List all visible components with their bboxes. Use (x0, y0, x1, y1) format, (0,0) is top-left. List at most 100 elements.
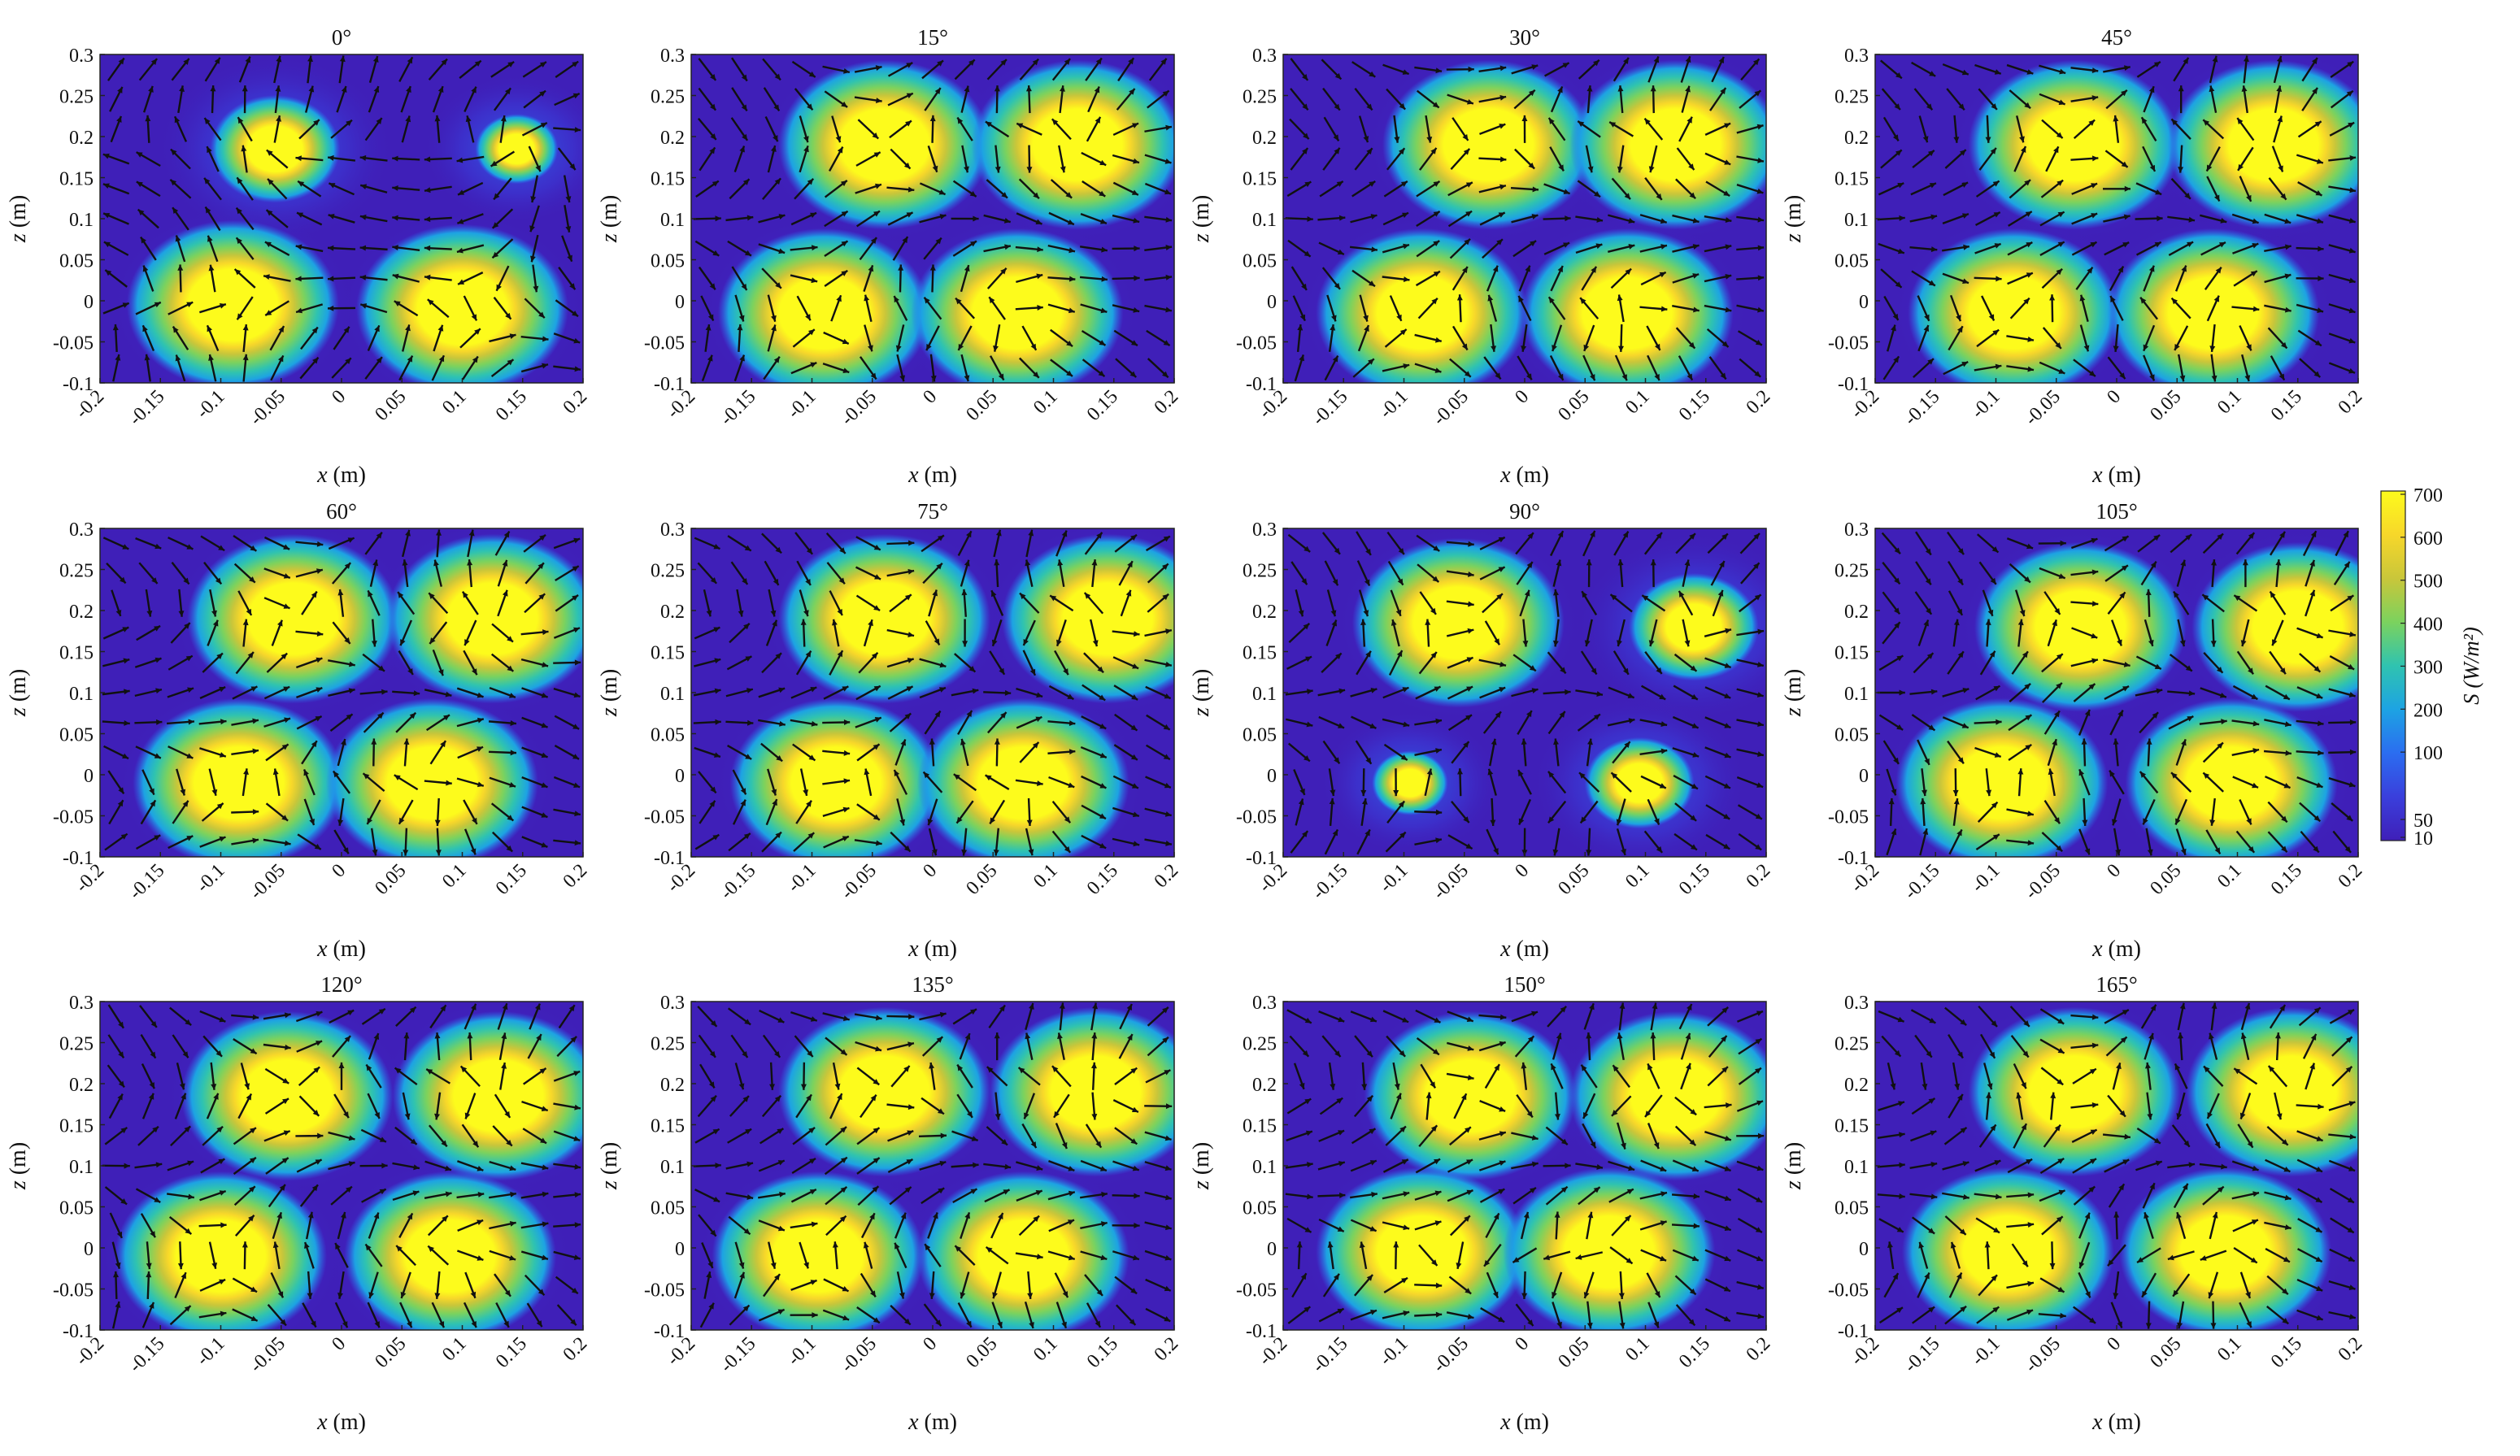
x-tick-label: -0.05 (1429, 1333, 1473, 1377)
y-tick-label: 0.2 (69, 602, 94, 623)
colorbar-tick-label: 300 (2413, 657, 2443, 678)
x-axis-label: x (m) (2091, 463, 2141, 488)
x-tick-label: 0.1 (1621, 386, 1654, 419)
y-tick-label: 0.15 (1243, 1116, 1277, 1137)
y-tick-label: 0.1 (1252, 1157, 1277, 1178)
panel-title: 0° (332, 25, 351, 50)
y-axis-label: z (m) (6, 669, 31, 717)
y-axis-label: z (m) (6, 195, 31, 243)
y-tick-label: 0.1 (660, 1157, 685, 1178)
x-tick-label: 0.1 (1029, 386, 1062, 419)
y-tick-label: 0.1 (660, 210, 685, 231)
x-axis-label: x (m) (1499, 463, 1549, 488)
x-tick-label: -0.15 (716, 1333, 760, 1377)
hotspot (911, 228, 1123, 398)
x-tick-label: -0.1 (1967, 386, 2004, 423)
y-axis-label: z (m) (597, 195, 622, 243)
x-tick-label: 0.2 (2335, 1333, 2367, 1366)
y-axis-label: z (m) (1189, 195, 1214, 243)
hotspot (2126, 698, 2338, 868)
y-axis-label: z (m) (1781, 195, 1806, 243)
y-tick-label: 0.2 (1252, 1075, 1277, 1096)
panel: 135°0.30.250.20.150.10.050-0.05-0.1-0.2-… (597, 972, 1217, 1435)
y-axis-label: z (m) (597, 669, 622, 717)
y-tick-label: 0.1 (1252, 684, 1277, 705)
hotspot (1002, 534, 1214, 704)
y-tick-label: 0.2 (1252, 128, 1277, 149)
y-tick-label: 0.05 (59, 725, 94, 746)
x-tick-label: -0.05 (2021, 386, 2065, 430)
x-tick-label: 0.05 (2146, 860, 2185, 899)
y-tick-label: 0.3 (1844, 46, 1869, 67)
x-tick-label: 0.15 (2267, 386, 2306, 425)
y-tick-label: 0.1 (69, 1157, 94, 1178)
y-tick-label: -0.05 (644, 807, 685, 828)
y-axis-label: z (m) (1781, 1142, 1806, 1190)
colorbar-tick-label: 100 (2413, 743, 2443, 764)
y-tick-label: 0.05 (1835, 251, 1869, 272)
panel: 60°0.30.250.20.150.10.050-0.05-0.1-0.2-0… (6, 499, 615, 962)
x-tick-label: 0 (1511, 1333, 1533, 1355)
y-tick-label: 0 (1859, 292, 1869, 313)
x-tick-label: 0.05 (2146, 1333, 2185, 1372)
hotspot (1382, 60, 1595, 230)
x-tick-label: -0.15 (1900, 1333, 1944, 1377)
panel-title: 90° (1509, 499, 1540, 524)
hotspot (1908, 228, 2120, 398)
panel: 15°0.30.250.20.150.10.050-0.05-0.1-0.2-0… (597, 25, 1199, 488)
x-tick-label: 0.2 (559, 386, 592, 419)
y-tick-label: 0.2 (660, 602, 685, 623)
x-tick-label: 0.05 (962, 860, 1001, 899)
y-tick-label: 0.2 (1844, 1075, 1869, 1096)
y-tick-label: 0 (1859, 1239, 1869, 1260)
y-tick-label: 0 (84, 292, 94, 313)
panels-grid: 0°0.30.250.20.150.10.050-0.05-0.1-0.2-0.… (6, 25, 2420, 1435)
x-tick-label: 0.15 (1083, 860, 1122, 899)
hotspot (972, 60, 1184, 230)
y-tick-label: 0.3 (69, 519, 94, 541)
x-tick-label: -0.1 (192, 860, 228, 897)
x-tick-label: 0 (328, 386, 350, 408)
x-axis-label: x (m) (2091, 1410, 2141, 1435)
y-tick-label: 0.2 (1844, 602, 1869, 623)
panel-title: 120° (320, 972, 362, 997)
x-tick-label: 0 (328, 1333, 350, 1355)
y-tick-label: -0.05 (1828, 333, 1869, 354)
colorbar-tick-label: 700 (2413, 485, 2443, 506)
panel: 45°0.30.250.20.150.10.050-0.05-0.1-0.2-0… (1781, 25, 2396, 488)
y-tick-label: 0.3 (1844, 519, 1869, 541)
x-tick-label: -0.15 (716, 860, 760, 904)
y-tick-label: 0.25 (59, 1034, 94, 1055)
y-tick-label: 0.15 (1243, 169, 1277, 190)
panel: 150°0.30.250.20.150.10.050-0.05-0.1-0.2-… (1189, 972, 1798, 1435)
hotspot (2186, 1007, 2398, 1177)
x-tick-label: 0 (2103, 860, 2125, 882)
x-tick-label: 0.05 (962, 1333, 1001, 1372)
y-tick-label: -0.05 (1828, 1280, 1869, 1302)
x-tick-label: 0.1 (1029, 860, 1062, 893)
x-tick-label: -0.1 (1967, 860, 2004, 897)
colorbar-label: S (W/m²) (2459, 627, 2483, 705)
y-tick-label: 0.05 (651, 1198, 685, 1219)
x-tick-label: 0 (328, 860, 350, 882)
x-axis-label: x (m) (316, 463, 366, 488)
y-tick-label: -0.05 (1236, 807, 1277, 828)
y-tick-label: 0.2 (1844, 128, 1869, 149)
y-tick-label: 0.1 (69, 210, 94, 231)
y-tick-label: 0 (1267, 766, 1277, 787)
x-tick-label: -0.1 (783, 860, 820, 897)
x-tick-label: 0.05 (1554, 1333, 1593, 1372)
x-tick-label: -0.15 (1308, 860, 1352, 904)
colorbar-tick-label: 600 (2413, 528, 2443, 550)
y-tick-label: 0.25 (651, 1034, 685, 1055)
hotspot (778, 534, 990, 704)
panel-title: 135° (912, 972, 953, 997)
y-tick-label: 0 (675, 292, 685, 313)
panel: 120°0.30.250.20.150.10.050-0.05-0.1-0.2-… (6, 972, 620, 1435)
panel: 165°0.30.250.20.150.10.050-0.05-0.1-0.2-… (1781, 972, 2413, 1435)
y-tick-label: 0.15 (651, 1116, 685, 1137)
y-tick-label: 0.15 (59, 1116, 94, 1137)
x-axis-label: x (m) (907, 463, 957, 488)
x-tick-label: 0.1 (1621, 1333, 1654, 1366)
